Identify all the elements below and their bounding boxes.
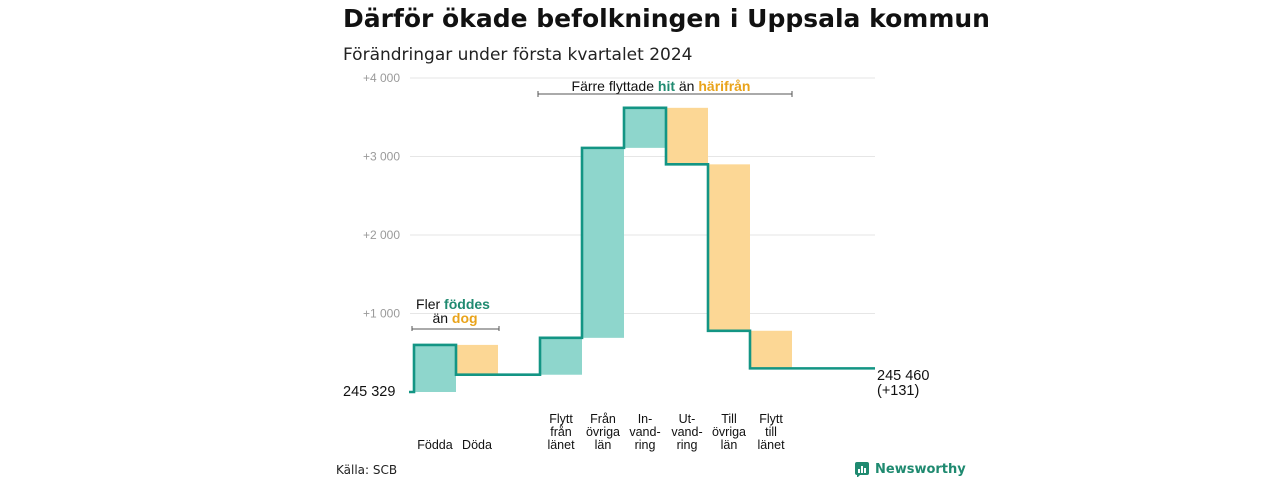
- category-labels: Födda DödaFlyttfrånlänetFrånövrigalänIn-v…: [417, 412, 785, 452]
- category-label: till: [765, 425, 777, 439]
- waterfall-bar: [456, 344, 498, 375]
- category-label: Döda: [462, 438, 492, 452]
- y-tick-label: +1 000: [363, 307, 400, 321]
- category-label: övriga: [586, 425, 620, 439]
- category-label: övriga: [712, 425, 746, 439]
- waterfall-bar: [582, 147, 624, 338]
- y-tick-label: +3 000: [363, 150, 400, 164]
- end-labels: 245 329 245 460(+131): [343, 368, 929, 400]
- category-label: ring: [635, 438, 656, 452]
- category-label: Till: [721, 412, 737, 426]
- y-tick-label: +4 000: [363, 71, 400, 85]
- grid-lines: [410, 77, 875, 314]
- source-note: Källa: SCB: [336, 463, 398, 477]
- chart-subtitle: Förändringar under första kvartalet 2024: [343, 45, 693, 65]
- chart-title: Därför ökade befolkningen i Uppsala komm…: [343, 4, 990, 33]
- waterfall-bar: [666, 107, 708, 165]
- annotation-births-line1: Fler föddes: [416, 296, 490, 312]
- cumulative-line: [409, 106, 875, 394]
- waterfall-bar: [540, 337, 582, 375]
- waterfall-bar: [624, 107, 666, 148]
- category-label: län: [595, 438, 612, 452]
- annotation-bracket: [537, 91, 793, 97]
- y-tick-label: +2 000: [363, 228, 400, 242]
- waterfall-bar: [708, 164, 750, 331]
- category-label: från: [550, 425, 572, 439]
- waterfall-bar: [750, 330, 792, 369]
- annotation-migration: Färre flyttade hit än härifrån: [572, 78, 751, 94]
- annotation-births-line2: än dog: [432, 310, 477, 326]
- end-value-label: 245 460: [877, 368, 929, 384]
- category-label: Från: [590, 412, 616, 426]
- category-label: Födda: [417, 438, 452, 452]
- start-value-label: 245 329: [343, 384, 395, 400]
- category-label: vand-: [671, 425, 702, 439]
- category-label: ring: [677, 438, 698, 452]
- category-label: Ut-: [679, 412, 696, 426]
- brand-logo[interactable]: Newsworthy: [854, 461, 966, 477]
- category-label: vand-: [629, 425, 660, 439]
- category-label: In-: [638, 412, 653, 426]
- category-label: Flytt: [549, 412, 573, 426]
- end-change-label: (+131): [877, 383, 919, 399]
- cumulative-step-line: [409, 106, 875, 394]
- newsworthy-logo-icon: [855, 462, 869, 477]
- category-label: län: [721, 438, 738, 452]
- waterfall-bars: [414, 107, 792, 392]
- category-label: Flytt: [759, 412, 783, 426]
- annotation-bracket: [411, 326, 500, 331]
- brand-name: Newsworthy: [875, 461, 966, 477]
- y-tick-labels: +1 000 +2 000 +3 000 +4 000: [363, 71, 400, 321]
- waterfall-bar: [414, 344, 456, 392]
- category-label: länet: [757, 438, 785, 452]
- category-label: länet: [547, 438, 575, 452]
